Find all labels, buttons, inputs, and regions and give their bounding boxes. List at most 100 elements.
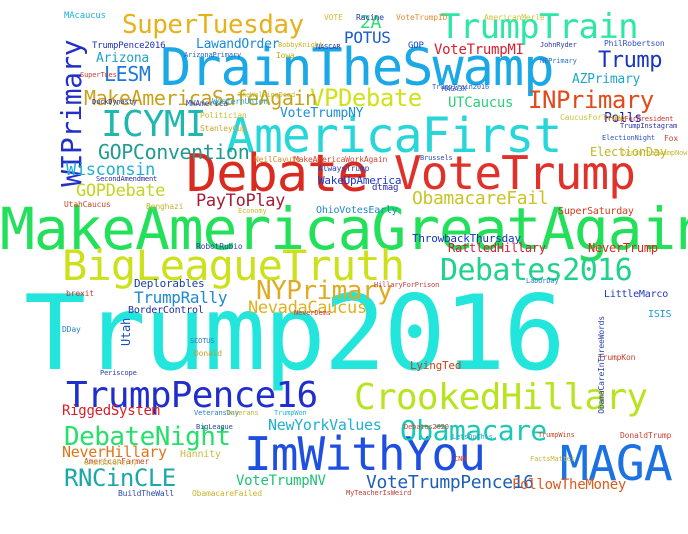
word: AmericanMerle [484,13,545,22]
word: GOP [408,41,424,51]
word: POTUS [344,28,391,47]
word: TrumpPence16 [66,375,318,416]
word: VoteTrumpNV [236,473,326,489]
word: Deplorables [134,277,205,290]
word: Debate [186,144,369,204]
word: Fox [664,134,678,143]
word: Trump2016 [24,274,566,394]
word: DrainTheSwampNow [622,149,688,157]
word: TrumpWins [538,431,575,439]
word: MakeAmericaWorkAgain [294,155,388,164]
word: DuckDynasty [92,98,137,106]
word: FactsMatter [530,455,575,463]
word: LyingTed [410,359,462,372]
word: Donald [194,349,222,358]
word: 2A [360,12,381,33]
word: Veterans [226,409,259,417]
word: Periscope [100,369,137,377]
word: INPrimary [528,86,654,114]
word: RNCinCLE [64,464,176,492]
word: ThrowbackThursday [412,232,521,245]
word: RattledHillary [448,241,546,255]
word: PayToPlay [196,191,286,211]
word: TrumpInstagram [620,122,678,130]
word: TrumpWon [274,409,307,417]
word: VOTE [324,13,343,22]
word: Brussels [420,154,453,162]
word: Wisconsin [66,160,156,180]
word: TrumpPence2016 [92,41,166,51]
word: AmericaFirst [226,108,562,164]
word: ArizonaPrimary [184,51,242,59]
word: VoteTrumpMI [434,42,524,58]
word: ObamacareFail [412,188,549,209]
word: FollowTheMoney [512,477,627,493]
word: UtahCaucus [64,200,111,209]
word: TrumpForPresident [604,115,674,123]
word: GrandOldParty [84,459,137,467]
word: Benghazi [146,202,184,211]
word: CNN [454,455,467,463]
word: MakeAmericaSafeAgain [84,86,317,110]
word: StanleyCup [200,124,247,133]
word: CaucusForTrump [560,113,626,122]
word: Trump [598,48,663,73]
word: Arizona [96,51,149,66]
word: LetsDoThis [452,433,493,441]
word: Iowa [276,51,295,60]
word: HillaryForPrison [374,281,440,289]
word: brexit [66,289,94,298]
word: Economy [238,207,267,215]
word: SecondAmendment [96,175,158,183]
word: OhioVotesEarly [316,205,398,216]
word: ObamacareFailed [192,489,262,498]
word: TrumpRally [134,288,228,307]
word: dtmag [372,183,399,193]
word: ElectionDay [590,145,667,159]
word: Polls [604,111,642,126]
word: LESM [104,62,151,86]
word: DrainTheSwamp [160,38,555,98]
word: Debates2020 [404,423,449,431]
word: MAGA3X [442,85,467,93]
word: Debates2016 [440,253,633,288]
word: NeverTrump [588,241,658,255]
word: DonaldTrump [620,431,672,440]
word: Racine [356,13,384,22]
word: Politician [200,111,247,120]
word: NeverDems [294,309,331,317]
word: SCOTUS [190,337,215,345]
word: GOPDebate [76,181,166,201]
word: LaborDay [526,277,559,285]
word: Obamacare [400,414,547,447]
word: ObamaCareInThreeWords [597,316,606,414]
word: Utah [119,318,133,346]
word: WakeUpAmerica [318,174,402,187]
word: MakeAmericaGreatAgain [0,195,688,263]
word: LittleMarco [604,289,669,300]
word: BigLeagueTruth [62,241,405,290]
word: NewYorkValues [268,416,382,434]
word: BuildTheWall [118,489,174,498]
word: ICYMI [101,104,206,145]
word: MyTeacherIsWeird [346,489,412,497]
word: LawandOrder [196,37,280,52]
word: JohnRyder [540,41,577,49]
word: WesternUnion [212,97,268,106]
word: NASCAR [316,43,341,51]
word: RobotRubio [196,242,243,251]
word: VPDebate [310,84,422,112]
word: AmericanFarmer [84,457,150,466]
word: SuperTuesday [122,10,304,40]
word: NEPrimary [540,57,577,65]
word: ImWithYou [244,427,486,481]
word: MAcaucus [64,11,106,21]
word: RiggedSystem [62,403,160,419]
word: GOPConvention [98,140,250,164]
word: AZPrimary [572,72,641,87]
word: AlwaysTrump [318,164,370,173]
word: CrookedHillary [354,377,648,418]
word: Hannity [180,449,221,460]
word: PhilRobertson [604,39,665,48]
word: ElectionNight [602,134,655,142]
